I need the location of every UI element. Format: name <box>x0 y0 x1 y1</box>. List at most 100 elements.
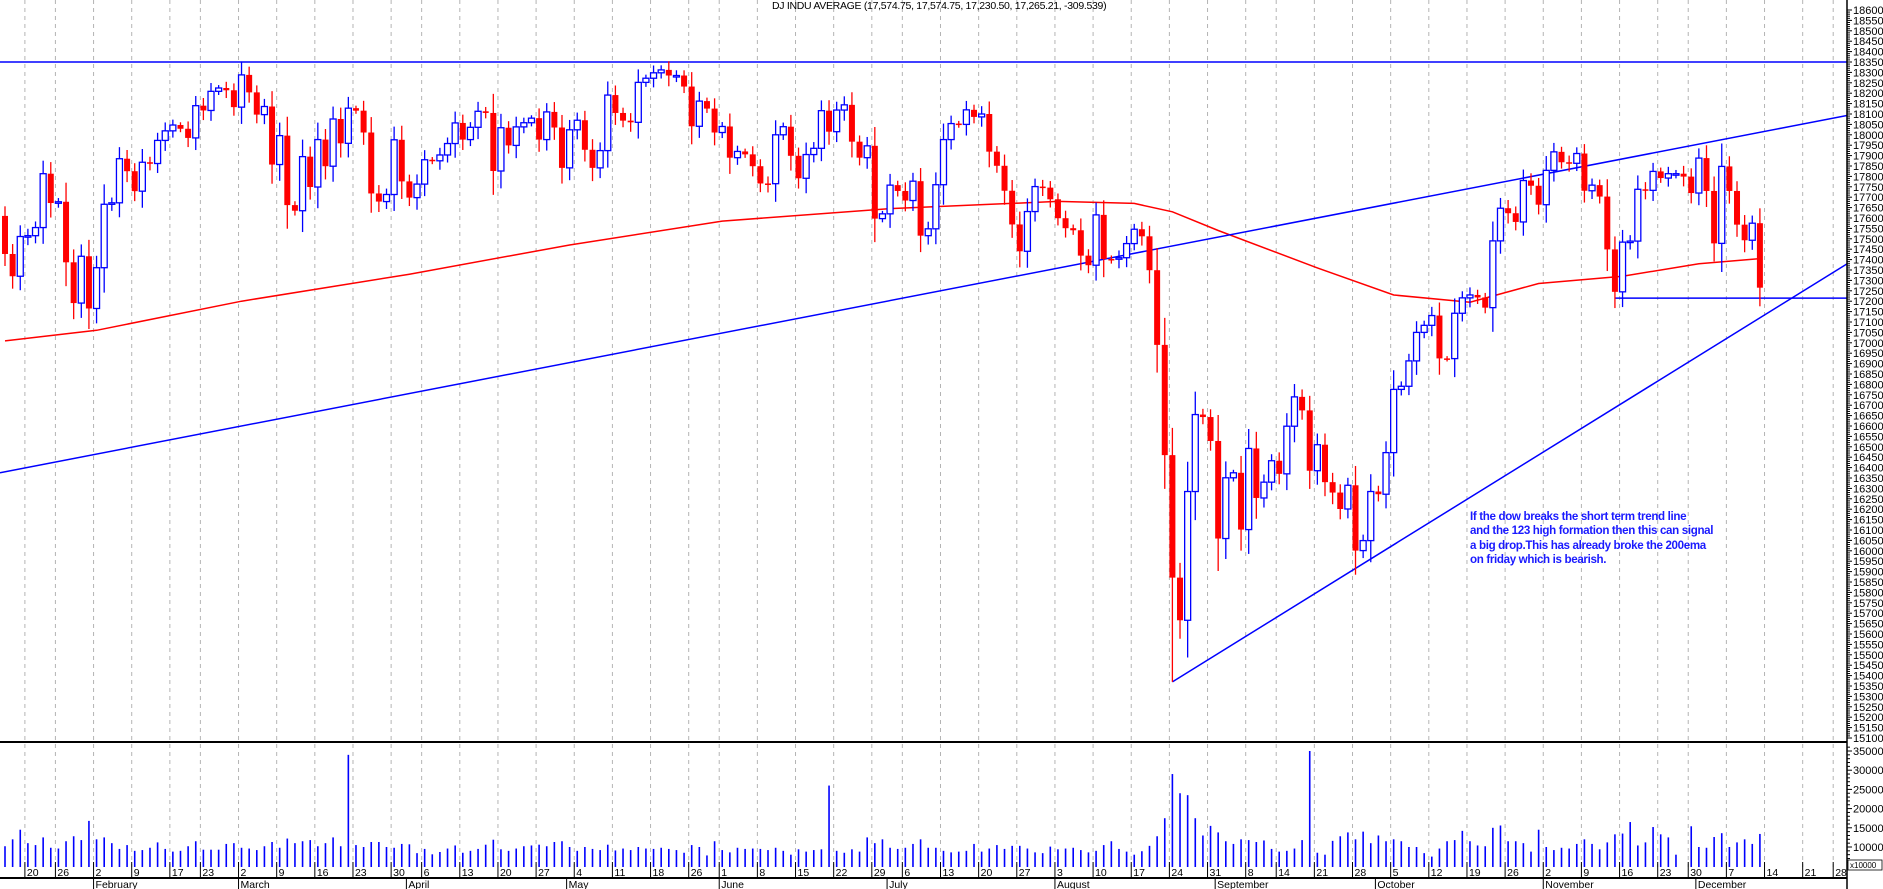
candle-up <box>314 122 322 209</box>
candle-body <box>1169 455 1176 578</box>
volume-unit-label: x10000 <box>1850 861 1877 870</box>
candle-up <box>1626 235 1634 250</box>
month-label: March <box>241 879 270 889</box>
candle-down <box>246 66 253 103</box>
candle-down <box>337 107 344 158</box>
candle-up <box>298 139 307 233</box>
candle-down <box>1016 211 1023 268</box>
candle-down <box>1352 465 1359 575</box>
candle-body <box>1703 158 1710 191</box>
candle-body <box>1108 258 1115 261</box>
candle-up <box>1344 477 1352 519</box>
candle-up <box>947 115 955 150</box>
candle-body <box>1444 358 1451 360</box>
candle-down <box>1054 193 1061 226</box>
candle-body <box>1115 257 1123 260</box>
candle-body <box>146 162 153 164</box>
date-tick-label: 17 <box>1133 867 1145 879</box>
chart-title: DJ INDU AVERAGE (17,574.75, 17,574.75, 1… <box>772 0 1107 12</box>
candle-down <box>1299 389 1306 420</box>
price-tick-label: 17800 <box>1853 171 1883 183</box>
candle-body <box>695 100 703 127</box>
candle-body <box>124 158 131 172</box>
candle-body <box>802 153 810 179</box>
candle-up <box>413 174 421 210</box>
candle-body <box>406 181 413 198</box>
candle-body <box>558 127 565 168</box>
candle-body <box>733 150 742 159</box>
candle-body <box>39 173 47 229</box>
candle-body <box>604 94 612 152</box>
price-tick-label: 18200 <box>1853 88 1883 100</box>
candle-up <box>1023 198 1032 268</box>
price-tick-label: 16050 <box>1853 535 1883 547</box>
candle-body <box>718 125 726 134</box>
candle-body <box>1092 214 1100 266</box>
candle-up <box>24 228 32 246</box>
candle-body <box>779 126 787 136</box>
candle-body <box>1611 249 1618 292</box>
candle-up <box>1115 250 1123 269</box>
candle-up <box>977 106 986 127</box>
date-tick-label: 9 <box>134 867 140 879</box>
candle-body <box>1558 151 1565 163</box>
date-tick-label: 3 <box>1057 867 1063 879</box>
price-tick-label: 18350 <box>1853 57 1883 69</box>
candle-down <box>703 97 710 113</box>
candle-down <box>200 97 207 121</box>
candle-body <box>237 74 246 108</box>
candle-body <box>223 88 230 91</box>
candle-body <box>1626 240 1634 244</box>
month-label: May <box>569 879 590 889</box>
price-tick-label: 17500 <box>1853 234 1883 246</box>
candle-body <box>1649 170 1657 191</box>
price-tick-label: 16100 <box>1853 525 1883 537</box>
candle-down <box>1070 224 1077 235</box>
candle-down <box>536 108 543 152</box>
date-tick-label: 18 <box>653 867 665 879</box>
candle-down <box>1161 317 1168 489</box>
candle-down <box>1276 452 1283 485</box>
price-tick-label: 16150 <box>1853 515 1883 527</box>
date-tick-label: 10 <box>1095 867 1107 879</box>
candle-up <box>31 221 40 244</box>
candle-body <box>1519 179 1528 223</box>
candle-down <box>482 106 489 119</box>
price-tick-label: 17400 <box>1853 255 1883 267</box>
price-tick-label: 15950 <box>1853 556 1883 568</box>
candle-body <box>657 69 665 74</box>
candle-up <box>802 142 810 194</box>
candle-up <box>886 173 894 228</box>
date-tick-label: 16 <box>317 867 329 879</box>
candle-up <box>77 244 85 318</box>
candle-up <box>527 115 536 127</box>
volume-tick-label: 15000 <box>1853 823 1883 835</box>
candle-up <box>161 122 169 151</box>
candle-body <box>360 110 367 133</box>
candle-body <box>24 235 32 238</box>
candle-body <box>1542 169 1550 206</box>
price-tick-label: 15800 <box>1853 587 1883 599</box>
date-tick-label: 17 <box>172 867 184 879</box>
date-tick-label: 26 <box>1507 867 1519 879</box>
candle-up <box>1229 469 1238 482</box>
candle-body <box>1313 444 1322 472</box>
candle-up <box>962 100 971 136</box>
candle-body <box>1146 236 1153 271</box>
price-tick-label: 15750 <box>1853 598 1883 610</box>
candle-up <box>817 100 826 162</box>
candle-body <box>1039 186 1046 189</box>
candle-body <box>711 108 718 133</box>
candle-down <box>85 239 92 330</box>
candle-body <box>276 134 284 166</box>
date-tick-label: 27 <box>1019 867 1031 879</box>
candle-body <box>368 132 375 194</box>
candle-up <box>733 145 742 165</box>
date-tick-label: 9 <box>1583 867 1589 879</box>
candle-down <box>352 105 359 114</box>
candle-down <box>1215 414 1222 572</box>
candle-body <box>382 193 391 203</box>
candle-up <box>642 74 650 87</box>
candle-body <box>573 119 581 131</box>
candle-body <box>848 104 855 142</box>
